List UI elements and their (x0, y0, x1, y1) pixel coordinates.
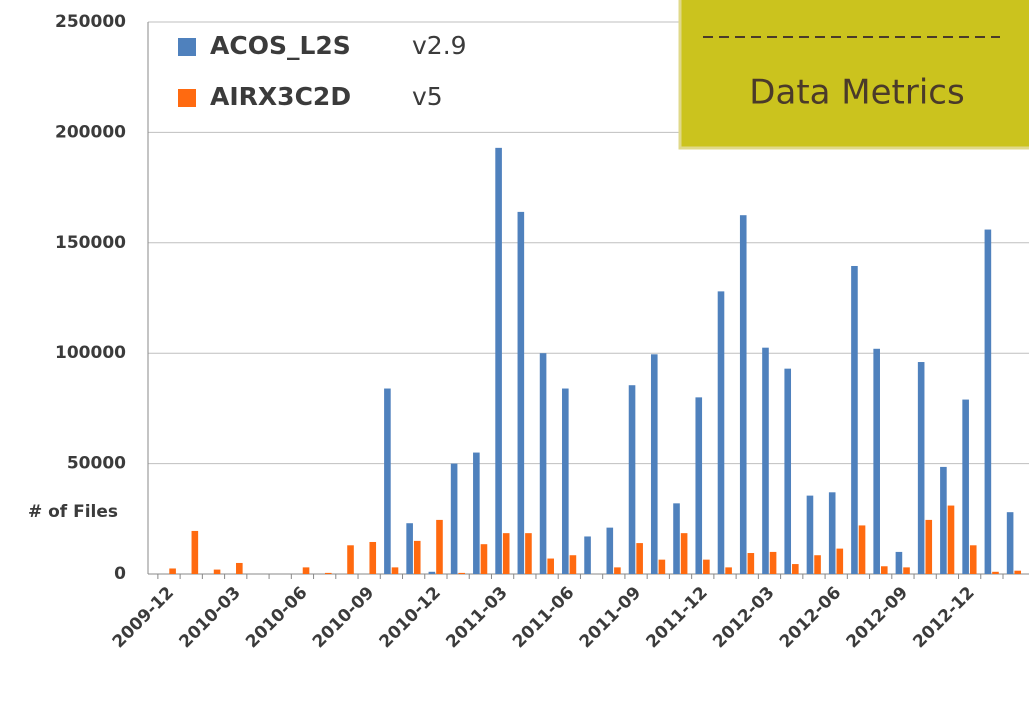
bar (569, 555, 577, 574)
x-tick-label: 2010-03 (175, 583, 244, 652)
bar (895, 551, 903, 574)
bar (191, 530, 199, 574)
bar (324, 572, 332, 574)
bar (962, 399, 969, 574)
bar (413, 540, 421, 574)
bar (525, 533, 532, 574)
bar (213, 569, 221, 574)
x-tick-label: 2011-09 (576, 583, 645, 652)
bar (717, 291, 725, 574)
bar (650, 354, 658, 574)
bar (539, 353, 547, 574)
bar (903, 567, 910, 574)
bar (450, 463, 458, 574)
bar (851, 265, 858, 574)
bar (769, 551, 777, 574)
bar (473, 452, 480, 574)
bar (814, 555, 821, 574)
bar (747, 553, 755, 574)
x-tick-label: 2010-06 (242, 583, 311, 652)
legend-label: AIRX3C2D (210, 82, 351, 111)
bar (940, 466, 947, 574)
bar (969, 545, 977, 574)
bar (658, 559, 666, 574)
bar (606, 527, 614, 574)
bar (828, 492, 836, 574)
y-tick-label: 100000 (55, 343, 126, 363)
bar (347, 545, 354, 574)
bar (680, 533, 688, 574)
legend-version: v5 (412, 82, 443, 111)
bar (517, 211, 525, 574)
bar (547, 558, 554, 574)
bar (836, 548, 844, 574)
bar (614, 567, 621, 574)
bar (1006, 512, 1014, 574)
bar (169, 568, 176, 574)
bar (562, 388, 569, 574)
bar (673, 503, 680, 574)
x-tick-label: 2011-06 (509, 583, 578, 652)
x-tick-label: 2012-12 (909, 583, 978, 652)
x-tick-label: 2012-06 (776, 583, 845, 652)
bar (495, 147, 502, 574)
bar (636, 543, 643, 574)
bar (806, 495, 814, 574)
y-tick-label: 200000 (55, 122, 126, 142)
x-tick-label: 2009-12 (109, 583, 178, 652)
y-axis-label: # of Files (28, 502, 118, 522)
bar (739, 215, 747, 574)
bar (236, 562, 243, 574)
bar (703, 559, 710, 574)
bar (925, 519, 933, 574)
bar (391, 567, 399, 574)
x-tick-label: 2011-03 (442, 583, 511, 652)
bar (725, 567, 732, 574)
bar (436, 519, 443, 574)
bar (369, 541, 377, 574)
legend-label: ACOS_L2S (210, 31, 351, 60)
y-tick-label: 50000 (67, 454, 126, 474)
bar (458, 572, 466, 574)
x-tick-label: 2012-09 (843, 583, 912, 652)
y-tick-label: 0 (114, 564, 126, 584)
bar (584, 536, 591, 574)
bar (628, 385, 636, 574)
y-tick-label: 150000 (55, 233, 126, 253)
bar (917, 362, 925, 574)
bar (384, 388, 391, 574)
bar (873, 348, 880, 574)
callout-box (678, 0, 1029, 150)
bar (480, 544, 488, 574)
bar (858, 525, 866, 574)
bar (880, 566, 888, 574)
legend-version: v2.9 (412, 31, 467, 60)
legend-swatch (178, 38, 196, 56)
x-tick-label: 2010-09 (309, 583, 378, 652)
bar (502, 533, 510, 574)
bar (762, 347, 769, 574)
bar (1014, 570, 1022, 574)
x-tick-label: 2010-12 (376, 583, 445, 652)
bar (302, 567, 310, 574)
legend-swatch (178, 89, 196, 107)
bar (695, 397, 703, 574)
bar (947, 505, 955, 574)
bar (406, 523, 413, 574)
bar (428, 571, 436, 574)
bar (992, 571, 999, 574)
bar (792, 564, 799, 574)
x-tick-label: 2011-12 (643, 583, 712, 652)
callout-text: Data Metrics (749, 73, 964, 113)
bar (984, 229, 992, 574)
y-tick-label: 250000 (55, 12, 126, 32)
x-tick-label: 2012-03 (709, 583, 778, 652)
bar (784, 368, 792, 574)
